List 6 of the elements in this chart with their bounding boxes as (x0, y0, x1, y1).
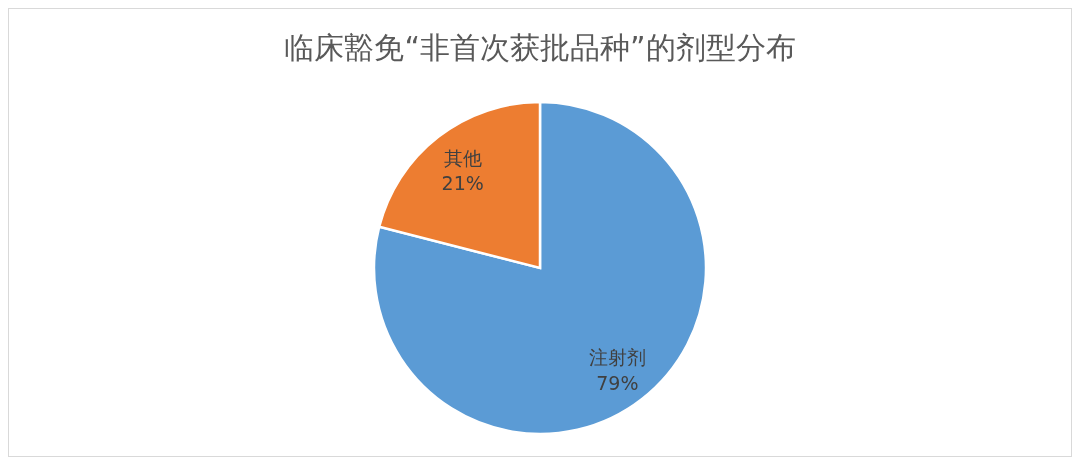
slice-label: 其他 (443, 146, 482, 169)
chart-title: 临床豁免“非首次获批品种”的剂型分布 (284, 30, 796, 65)
pie-slice (372, 100, 708, 436)
data-label: 21% (441, 172, 484, 195)
data-label: 79% (596, 371, 639, 394)
slice-label: 注射剂 (588, 345, 646, 368)
